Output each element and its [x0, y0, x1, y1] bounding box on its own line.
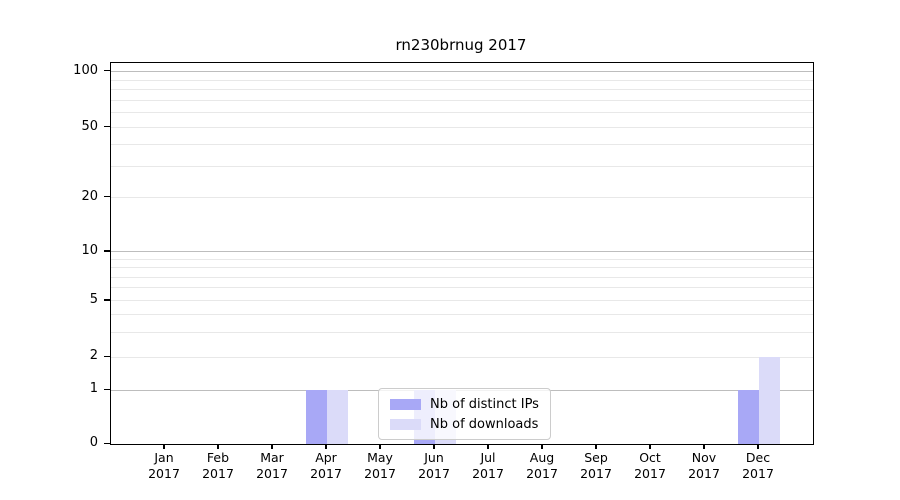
- y-tick-label: 10: [81, 242, 98, 258]
- x-tick-label-jan: Jan 2017: [136, 450, 192, 482]
- x-tick-mark: [487, 444, 489, 449]
- x-tick-label-jul: Jul 2017: [460, 450, 516, 482]
- bar-downloads-dec: [759, 357, 780, 444]
- x-tick-label-nov: Nov 2017: [676, 450, 732, 482]
- x-tick-label-may: May 2017: [352, 450, 408, 482]
- y-tick-mark: [104, 126, 110, 128]
- x-tick-year: 2017: [418, 466, 450, 481]
- x-tick-year: 2017: [634, 466, 666, 481]
- x-tick-year: 2017: [202, 466, 234, 481]
- y-tick-label: 50: [81, 118, 98, 134]
- minor-gridline: [111, 166, 813, 168]
- x-tick-mark: [217, 444, 219, 449]
- y-tick-mark: [104, 355, 110, 358]
- minor-gridline: [111, 89, 813, 91]
- x-tick-year: 2017: [742, 466, 774, 481]
- y-tick-label: 2: [89, 348, 98, 364]
- minor-gridline: [111, 287, 813, 289]
- minor-gridline: [111, 99, 813, 101]
- x-tick-month: Jun: [424, 450, 444, 465]
- major-gridline: [111, 71, 813, 73]
- y-tick-mark: [104, 70, 110, 72]
- legend-label: Nb of distinct IPs: [430, 396, 539, 412]
- x-tick-month: Dec: [745, 450, 771, 465]
- legend: Nb of distinct IPs Nb of downloads: [378, 388, 551, 440]
- x-tick-month: Mar: [260, 450, 284, 465]
- x-tick-month: Aug: [529, 450, 555, 465]
- x-tick-mark: [649, 444, 651, 449]
- y-tick-mark: [104, 442, 110, 444]
- x-tick-mark: [163, 444, 165, 449]
- x-tick-label-aug: Aug 2017: [514, 450, 570, 482]
- bar-distinct-ips-apr: [306, 390, 327, 444]
- legend-row: Nb of distinct IPs: [390, 396, 539, 412]
- x-tick-month: May: [367, 450, 393, 465]
- x-tick-year: 2017: [148, 466, 180, 481]
- minor-gridline: [111, 258, 813, 260]
- x-tick-mark: [541, 444, 543, 449]
- minor-gridline: [111, 356, 813, 358]
- x-tick-mark: [595, 444, 597, 449]
- minor-gridline: [111, 300, 813, 302]
- y-tick-label: 5: [89, 291, 98, 307]
- y-tick-mark: [104, 196, 110, 198]
- x-tick-year: 2017: [364, 466, 396, 481]
- x-tick-month: Sep: [584, 450, 608, 465]
- x-tick-year: 2017: [580, 466, 612, 481]
- x-tick-month: Nov: [691, 450, 717, 465]
- x-tick-label-jun: Jun 2017: [406, 450, 462, 482]
- minor-gridline: [111, 127, 813, 129]
- minor-gridline: [111, 276, 813, 278]
- y-tick-mark: [104, 250, 110, 252]
- x-tick-label-mar: Mar 2017: [244, 450, 300, 482]
- y-tick-mark: [104, 388, 110, 390]
- legend-swatch-icon: [390, 398, 421, 410]
- plot-area: Nb of distinct IPs Nb of downloads: [110, 62, 814, 445]
- bar-downloads-apr: [327, 390, 348, 444]
- x-tick-label-apr: Apr 2017: [298, 450, 354, 482]
- x-tick-label-sep: Sep 2017: [568, 450, 624, 482]
- legend-row: Nb of downloads: [390, 416, 539, 432]
- x-tick-year: 2017: [526, 466, 558, 481]
- x-tick-mark: [703, 444, 705, 449]
- chart-title: rn230brnug 2017: [395, 36, 527, 54]
- y-tick-mark: [104, 299, 110, 301]
- x-tick-month: Apr: [315, 450, 337, 465]
- x-tick-mark: [325, 444, 327, 449]
- x-tick-month: Oct: [639, 450, 661, 465]
- bar-distinct-ips-dec: [738, 390, 759, 444]
- legend-swatch-icon: [390, 418, 421, 430]
- x-tick-mark: [271, 444, 273, 449]
- x-tick-month: Feb: [206, 450, 230, 465]
- x-tick-year: 2017: [472, 466, 504, 481]
- y-tick-label: 100: [73, 62, 98, 78]
- x-tick-label-feb: Feb 2017: [190, 450, 246, 482]
- minor-gridline: [111, 79, 813, 81]
- y-tick-label: 0: [89, 435, 98, 450]
- x-tick-year: 2017: [310, 466, 342, 481]
- x-tick-month: Jul: [480, 450, 496, 465]
- y-tick-label: 1: [89, 381, 98, 397]
- minor-gridline: [111, 197, 813, 199]
- x-tick-label-dec: Dec 2017: [730, 450, 786, 482]
- x-tick-year: 2017: [688, 466, 720, 481]
- x-tick-year: 2017: [256, 466, 288, 481]
- minor-gridline: [111, 144, 813, 146]
- minor-gridline: [111, 112, 813, 114]
- minor-gridline: [111, 331, 813, 333]
- x-tick-month: Jan: [154, 450, 174, 465]
- legend-label: Nb of downloads: [430, 416, 539, 432]
- minor-gridline: [111, 314, 813, 316]
- minor-gridline: [111, 267, 813, 269]
- x-tick-mark: [379, 444, 381, 449]
- y-tick-label: 20: [81, 188, 98, 204]
- x-tick-label-oct: Oct 2017: [622, 450, 678, 482]
- x-tick-mark: [433, 444, 435, 449]
- major-gridline: [111, 251, 813, 253]
- x-tick-mark: [757, 444, 759, 449]
